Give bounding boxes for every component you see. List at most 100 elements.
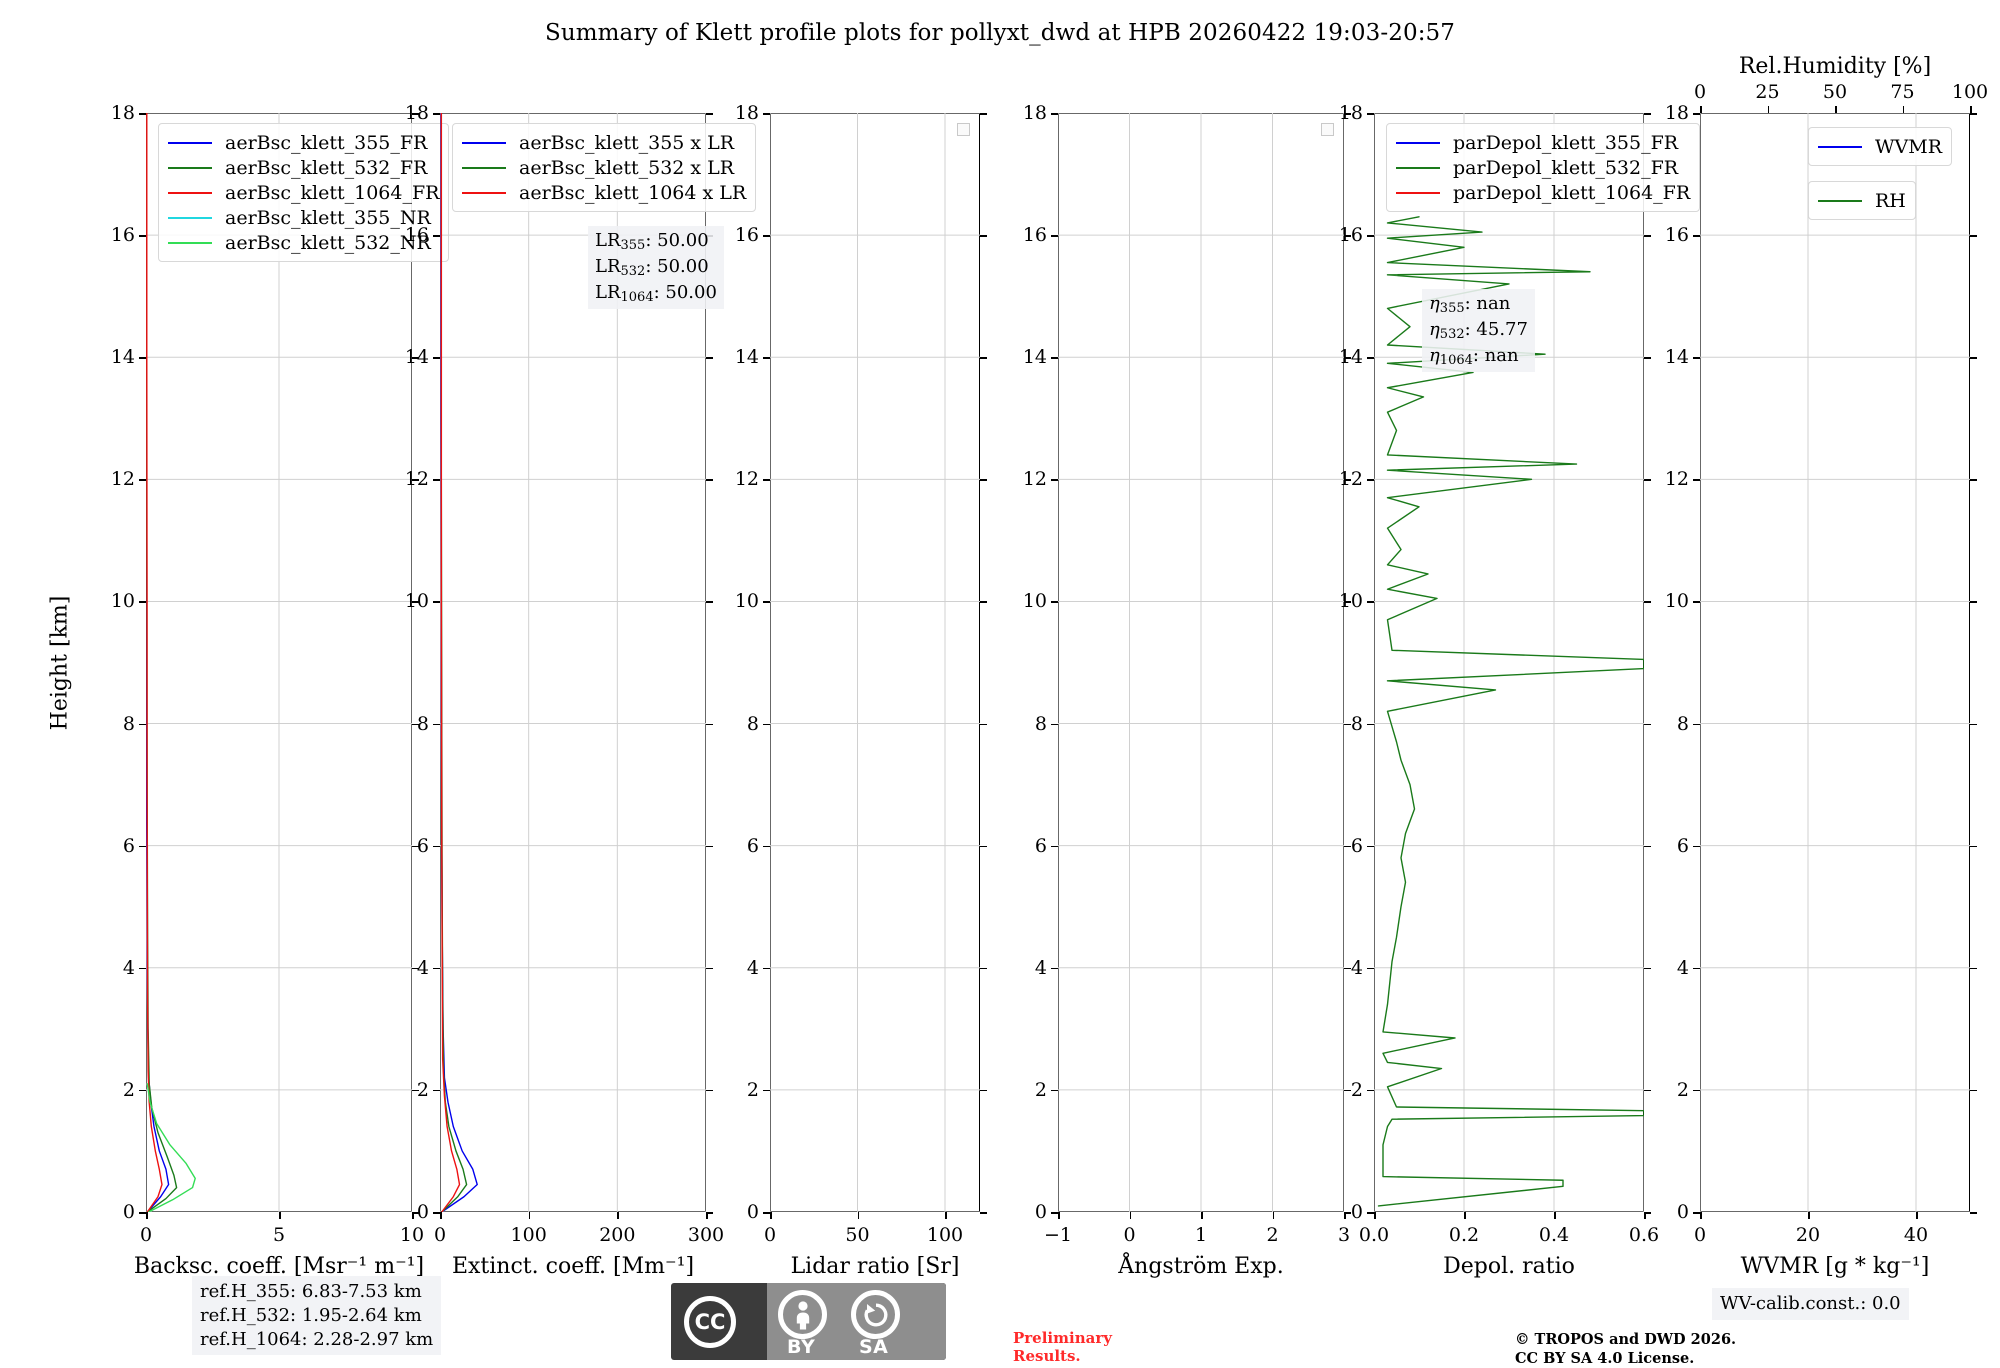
- legend-label: aerBsc_klett_355_NR: [225, 206, 431, 229]
- x-tick-label: 3: [1337, 1224, 1351, 1246]
- legend-swatch-line: [1396, 141, 1440, 144]
- y-tick-label: 4: [122, 956, 135, 979]
- y-axis-label: Height [km]: [47, 595, 73, 730]
- legend-entry: parDepol_klett_355_FR: [1396, 130, 1690, 155]
- wv-calib-annotation: WV-calib.const.: 0.0: [1712, 1288, 1909, 1320]
- annotation-line: LR1064: 50.00: [595, 281, 717, 307]
- preliminary-line-2: Results.: [1013, 1346, 1081, 1365]
- annotation-value: : nan: [1472, 344, 1519, 366]
- y-tick-label: 16: [1022, 224, 1047, 247]
- y-tick-mark: [1344, 1089, 1351, 1092]
- legend-entry: WVMR: [1818, 134, 1942, 159]
- y-tick-label: 8: [1034, 712, 1047, 735]
- annotation-line: LR355: 50.00: [595, 229, 717, 255]
- y-tick-mark: [412, 357, 419, 359]
- y-tick-label: 10: [734, 590, 759, 613]
- series-line-aerBsc_klett_355_FR: [147, 113, 169, 1212]
- y-tick-mark: [433, 601, 440, 604]
- legend-extinction[interactable]: aerBsc_klett_355 x LR aerBsc_klett_532 x …: [452, 123, 757, 212]
- y-tick-label: 12: [404, 468, 429, 491]
- legend-label: parDepol_klett_1064_FR: [1453, 181, 1691, 204]
- legend-entry: aerBsc_klett_1064_FR: [168, 180, 439, 205]
- y-tick-mark: [412, 1089, 419, 1092]
- y-tick-mark: [1693, 235, 1700, 237]
- legend-swatch-line: [462, 141, 506, 144]
- extinction-plot-area: [440, 113, 706, 1212]
- y-tick-label: 2: [122, 1078, 135, 1101]
- cc-sa-label: SA: [859, 1336, 889, 1358]
- annotation-symbol: η: [1429, 344, 1440, 366]
- legend-entry: aerBsc_klett_532 x LR: [462, 155, 746, 180]
- y-tick-mark: [980, 1212, 987, 1214]
- y-tick-mark: [763, 967, 770, 970]
- y-tick-mark: [1051, 235, 1058, 237]
- cc-by-person-icon: [778, 1290, 827, 1339]
- annotation-subscript: 1064: [1439, 352, 1473, 368]
- y-tick-mark: [1367, 1212, 1374, 1214]
- x-axis-label: Depol. ratio: [1443, 1254, 1575, 1279]
- x-tick-label: 0: [139, 1224, 153, 1246]
- x-axis-label: Lidar ratio [Sr]: [790, 1254, 960, 1279]
- legend-label: aerBsc_klett_532_FR: [225, 156, 428, 179]
- panel-wvmr: 0 2 4 6 8 10 12 14 16 18 0 20 40 WVMR [g * kg⁻¹] Rel.H…: [1665, 54, 1988, 1279]
- x-tick-mark: [857, 1212, 860, 1219]
- legend-backscatter[interactable]: aerBsc_klett_355_FR aerBsc_klett_532_FR ae…: [158, 123, 450, 262]
- y-tick-mark: [1344, 967, 1351, 970]
- y-tick-label: 2: [1676, 1078, 1689, 1101]
- y-tick-mark: [1051, 1089, 1058, 1092]
- y-tick-label: 8: [416, 712, 429, 735]
- legend-swatch-line: [168, 166, 212, 169]
- y-tick-mark: [1344, 723, 1351, 726]
- y-tick-label: 12: [1338, 468, 1363, 491]
- x-tick-mark: [770, 1212, 772, 1219]
- y-tick-label: 14: [1338, 346, 1363, 369]
- x-tick-label: 0: [1123, 1224, 1136, 1246]
- x-tick-mark: [279, 1212, 281, 1219]
- legend-swatch-line: [168, 141, 212, 144]
- y-tick-mark: [433, 1212, 440, 1214]
- y-tick-mark: [1970, 479, 1977, 481]
- y-tick-mark: [139, 113, 146, 115]
- y-tick-mark: [1970, 1212, 1977, 1214]
- wv-calib-value: WV-calib.const.: 0.0: [1720, 1293, 1901, 1314]
- y-tick-mark: [980, 1089, 987, 1092]
- x-tick-mark: [1700, 1212, 1702, 1219]
- x-tick-mark: [1808, 1212, 1810, 1219]
- y-tick-mark: [706, 1089, 713, 1092]
- annotation-symbol: LR: [595, 230, 621, 251]
- x-tick-mark: [1644, 1212, 1646, 1219]
- x-tick-mark: [146, 1212, 148, 1219]
- x-tick-mark: [1058, 1212, 1060, 1219]
- y-tick-label: 2: [1034, 1078, 1047, 1101]
- x-tick-label: 200: [599, 1224, 636, 1246]
- x-tick-mark: [1916, 1212, 1918, 1219]
- legend-depol[interactable]: parDepol_klett_355_FR parDepol_klett_532_…: [1386, 123, 1701, 212]
- y-tick-label: 14: [404, 346, 429, 369]
- series-line-parDepol_klett_532_FR: [1379, 217, 1645, 1206]
- y-tick-mark: [1367, 113, 1374, 115]
- legend-rh[interactable]: RH: [1808, 181, 1916, 220]
- y-tick-mark: [1693, 113, 1700, 115]
- top-tick-mark: [1700, 106, 1702, 113]
- annotation-value: : 50.00: [653, 281, 717, 303]
- empty-legend-marker: [1321, 123, 1334, 136]
- y-tick-mark: [763, 845, 770, 848]
- legend-entry: RH: [1818, 188, 1906, 213]
- x-tick-mark: [1374, 1212, 1376, 1219]
- preliminary-line-1: Preliminary: [1013, 1329, 1112, 1347]
- legend-swatch-line: [168, 216, 212, 219]
- x-tick-label: 0.4: [1538, 1224, 1570, 1246]
- y-tick-label: 8: [122, 712, 135, 735]
- legend-wvmr[interactable]: WVMR: [1808, 127, 1953, 166]
- y-tick-mark: [1367, 967, 1374, 970]
- annotation-symbol: η: [1429, 293, 1440, 314]
- y-tick-mark: [1051, 479, 1058, 481]
- y-tick-mark: [1344, 113, 1351, 115]
- x-tick-label: 40: [1903, 1224, 1929, 1246]
- x-axis-label: Ångström Exp.: [1118, 1254, 1284, 1279]
- y-tick-mark: [706, 723, 713, 726]
- y-tick-label: 4: [416, 956, 429, 979]
- y-tick-label: 16: [1664, 224, 1689, 247]
- legend-swatch-line: [1818, 145, 1862, 148]
- y-tick-label: 8: [746, 712, 759, 735]
